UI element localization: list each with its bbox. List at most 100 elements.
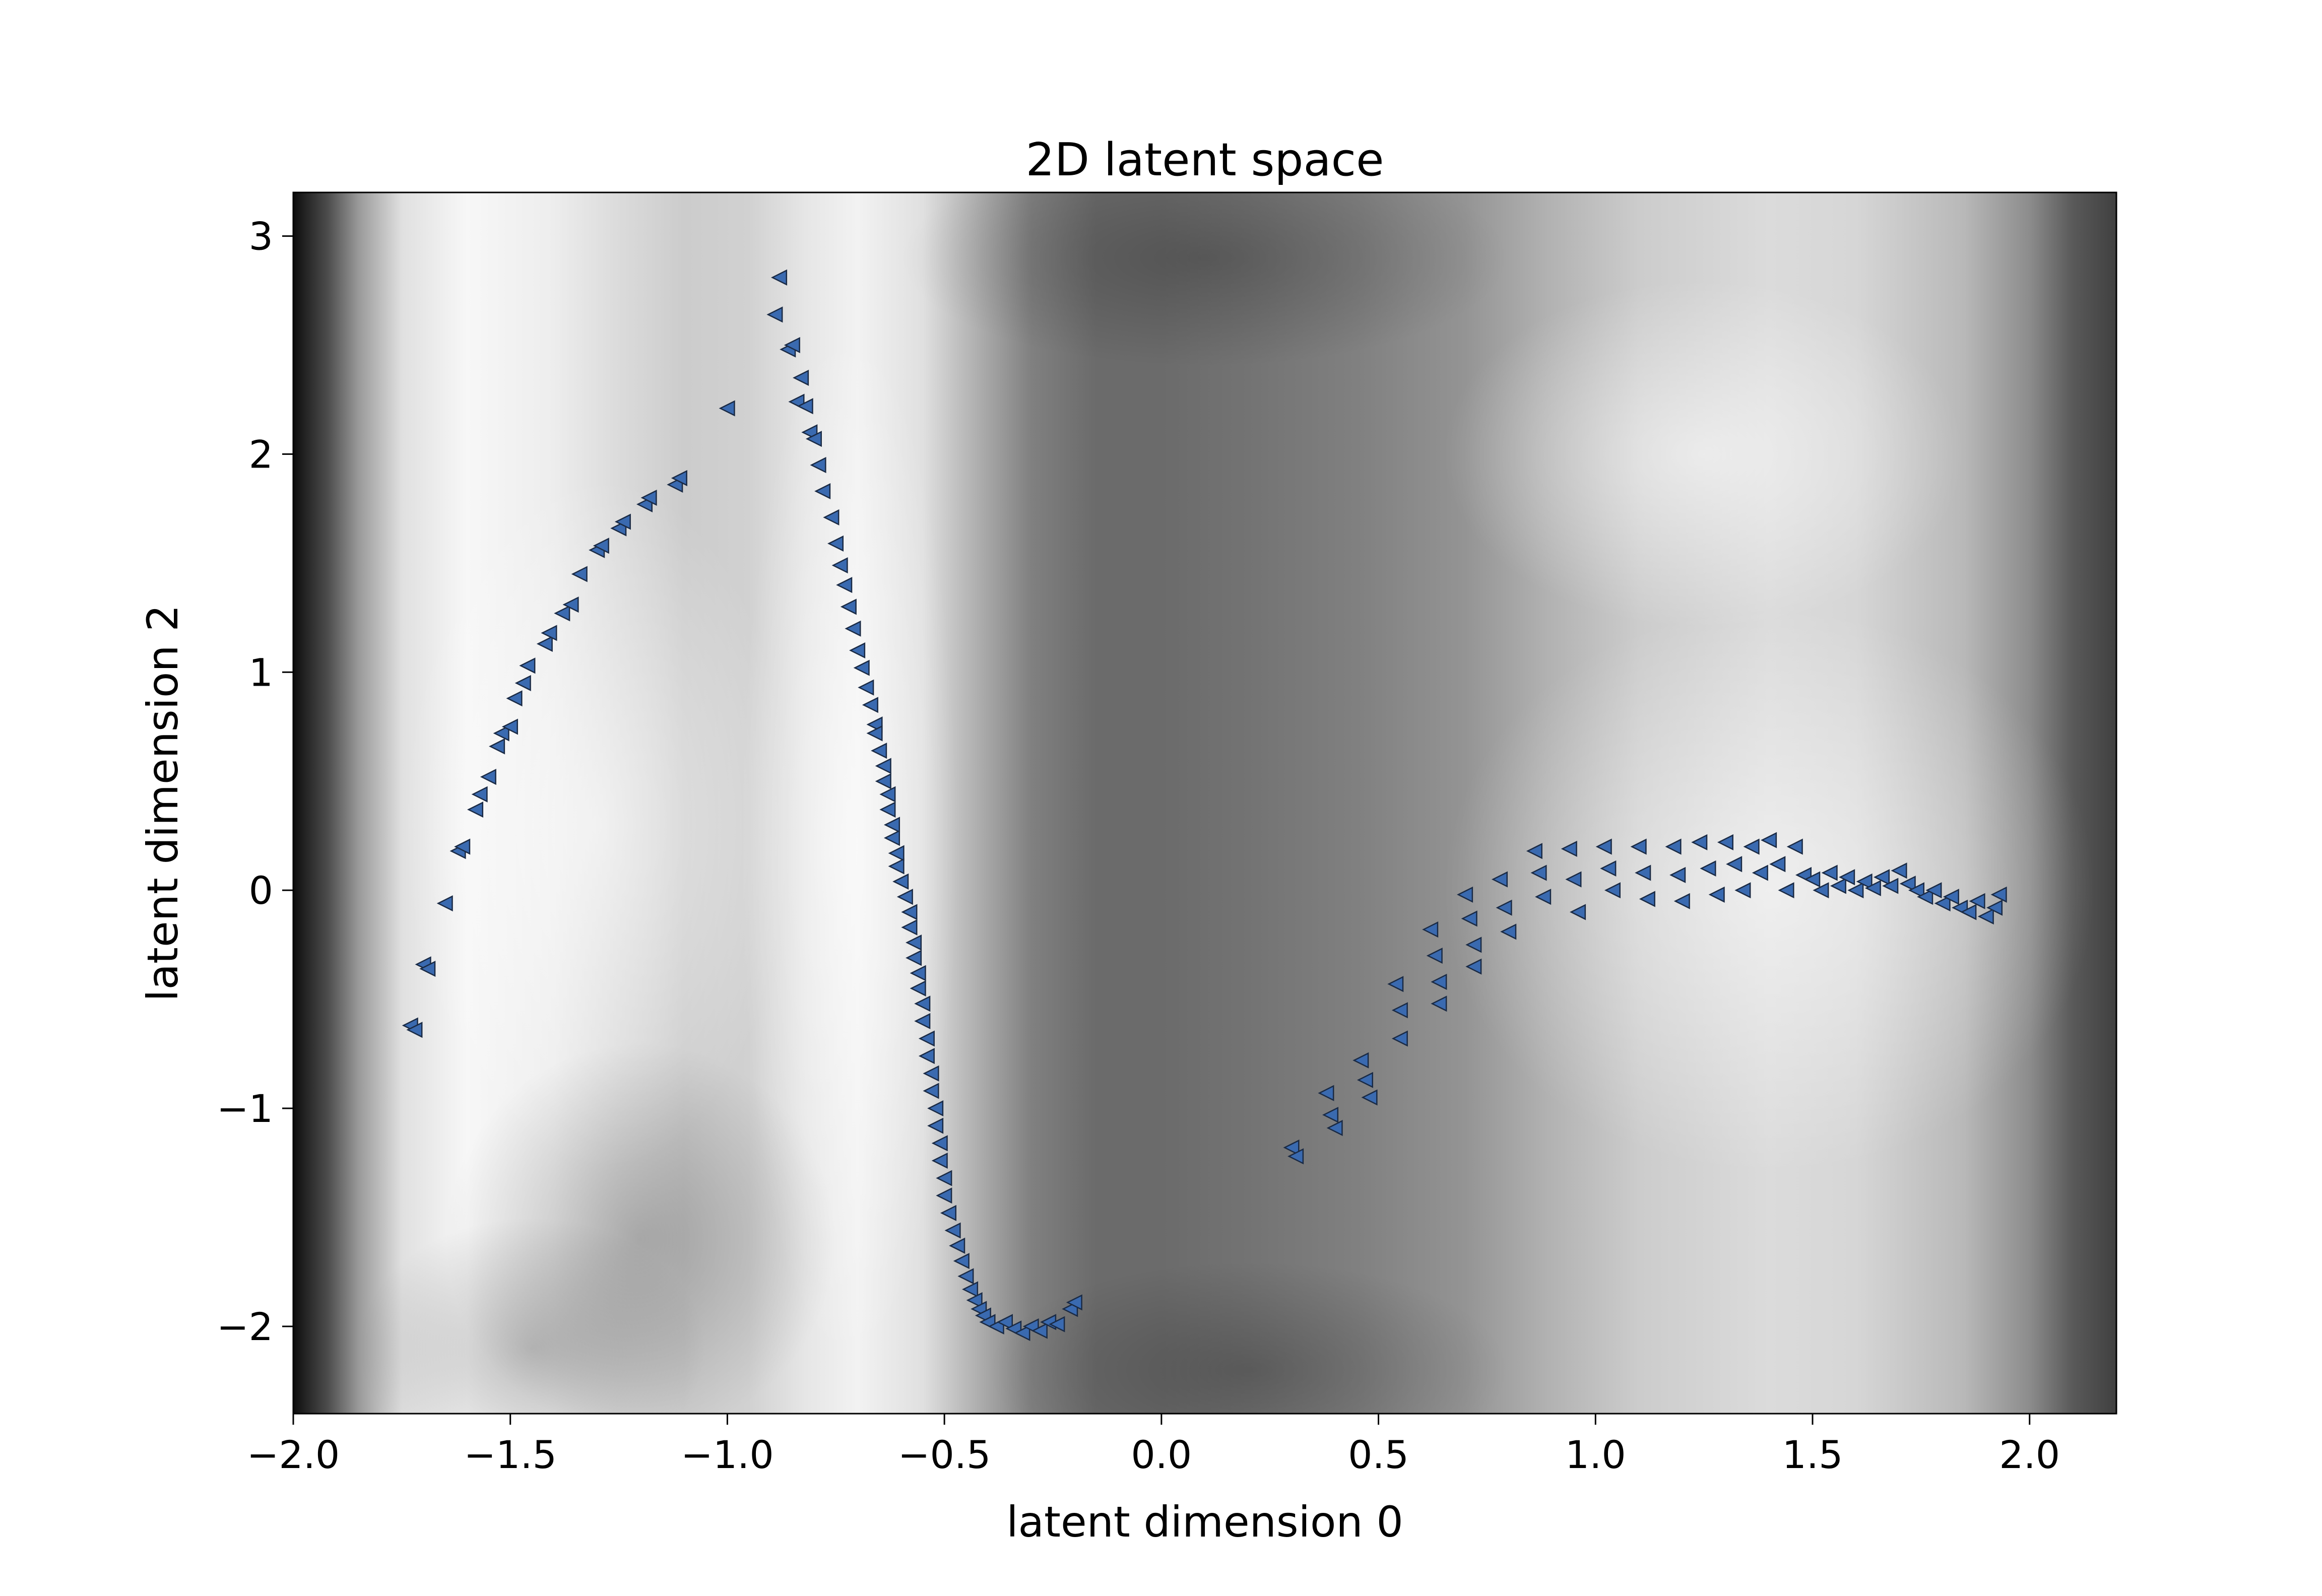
scatter-point: [1925, 882, 1942, 899]
heatmap-light-region-0: [402, 476, 793, 1174]
scatter-point: [866, 725, 883, 742]
scatter-point: [1856, 873, 1873, 890]
scatter-point: [1665, 838, 1682, 855]
heatmap-light-region-2: [1443, 607, 2095, 1174]
scatter-point: [944, 1222, 961, 1239]
heatmap-dark-region-3: [988, 1261, 1509, 1414]
y-tick-label: 2: [249, 432, 273, 477]
scatter-point: [1287, 1148, 1304, 1165]
scatter-point: [1318, 1085, 1334, 1101]
scatter-point: [1830, 878, 1846, 894]
scatter-point: [1669, 867, 1686, 883]
scatter-point: [541, 625, 557, 641]
x-tick-label: 2.0: [1999, 1432, 2060, 1477]
scatter-point: [1761, 832, 1777, 848]
scatter-point: [862, 697, 878, 713]
scatter-point: [910, 965, 926, 981]
scatter-point: [1322, 1106, 1339, 1123]
scatter-point: [1635, 864, 1651, 881]
scatter-point: [1426, 947, 1443, 964]
x-tick-label: −1.5: [464, 1432, 557, 1477]
scatter-point: [1847, 882, 1864, 899]
scatter-point: [797, 398, 813, 415]
scatter-point: [536, 635, 553, 652]
scatter-point: [883, 817, 900, 833]
scatter-point: [996, 1314, 1013, 1331]
scatter-point: [1691, 834, 1708, 850]
scatter-point: [914, 995, 931, 1012]
scatter-point: [1565, 871, 1582, 888]
scatter-point: [506, 690, 523, 707]
scatter-point: [1717, 834, 1733, 850]
scatter-point: [1969, 893, 1985, 909]
x-axis-label: latent dimension 0: [1006, 1497, 1403, 1547]
scatter-point: [888, 845, 905, 861]
scatter-point: [914, 1013, 931, 1029]
scatter-point: [454, 838, 471, 855]
scatter-point: [875, 773, 891, 789]
scatter-point: [1561, 840, 1577, 857]
x-tick-label: −2.0: [247, 1432, 340, 1477]
scatter-point: [1882, 878, 1899, 894]
scatter-point: [1465, 958, 1482, 975]
scatter-point: [501, 718, 518, 735]
y-axis-label: latent dimension 2: [138, 605, 187, 1002]
y-tick-label: −1: [217, 1086, 273, 1131]
scatter-point: [892, 873, 909, 890]
scatter-point: [1630, 838, 1647, 855]
scatter-point: [805, 431, 822, 447]
scatter-point: [571, 566, 588, 582]
scatter-point: [936, 1170, 952, 1186]
scatter-point: [1535, 889, 1552, 905]
scatter-point: [849, 642, 866, 659]
scatter-point: [962, 1281, 979, 1298]
scatter-point: [931, 1152, 948, 1169]
scatter-point: [1700, 860, 1716, 877]
scatter-point: [640, 489, 657, 506]
scatter-point: [1491, 871, 1508, 888]
scatter-point: [836, 577, 853, 593]
scatter-point: [918, 1048, 935, 1065]
scatter-point: [1899, 876, 1916, 892]
y-tick-label: 3: [249, 214, 273, 259]
scatter-point: [936, 1187, 952, 1204]
scatter-point: [840, 598, 857, 615]
scatter-point: [858, 679, 874, 696]
scatter-point: [1049, 1316, 1065, 1333]
scatter-point: [671, 470, 687, 487]
scatter-point: [1769, 856, 1786, 873]
scatter-point: [793, 369, 809, 386]
scatter-point: [784, 337, 800, 354]
scatter-point: [1673, 893, 1690, 909]
scatter-point: [519, 657, 536, 674]
scatter-point: [1326, 1119, 1343, 1136]
x-tick-label: 0.5: [1348, 1432, 1409, 1477]
scatter-point: [1595, 838, 1612, 855]
scatter-point: [514, 675, 531, 691]
scatter-point: [1604, 882, 1621, 899]
scatter-point: [1943, 889, 1959, 905]
scatter-point: [562, 596, 579, 613]
heatmap-dark-region-2: [901, 192, 1509, 367]
scatter-point: [940, 1205, 957, 1221]
scatter-point: [853, 659, 870, 676]
scatter-point: [471, 786, 488, 803]
scatter-point: [1391, 1030, 1408, 1047]
scatter-point: [879, 786, 896, 803]
scatter-point: [1752, 864, 1768, 881]
scatter-point: [1283, 1139, 1300, 1156]
y-axis: −2 −1 0 1 2 3: [217, 214, 293, 1349]
x-tick-label: −0.5: [898, 1432, 991, 1477]
scatter-point: [1990, 886, 2007, 903]
scatter-point: [1786, 838, 1803, 855]
scatter-point: [1743, 838, 1760, 855]
scatter-point: [1960, 904, 1977, 920]
scatter-point: [489, 738, 505, 755]
scatter-point: [1357, 1072, 1373, 1088]
scatter-point: [1526, 843, 1542, 859]
scatter-point: [554, 605, 570, 622]
scatter-point: [1821, 864, 1838, 881]
scatter-point: [823, 509, 840, 525]
scatter-point: [1570, 904, 1586, 920]
x-axis: −2.0 −1.5 −1.0 −0.5 0.0 0.5 1.0 1.5 2.0: [247, 1414, 2060, 1477]
